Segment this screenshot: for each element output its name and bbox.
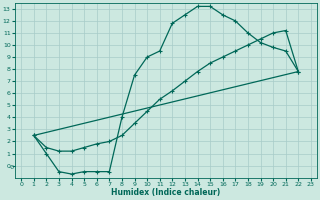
X-axis label: Humidex (Indice chaleur): Humidex (Indice chaleur) — [111, 188, 221, 197]
Text: -0: -0 — [9, 165, 15, 170]
